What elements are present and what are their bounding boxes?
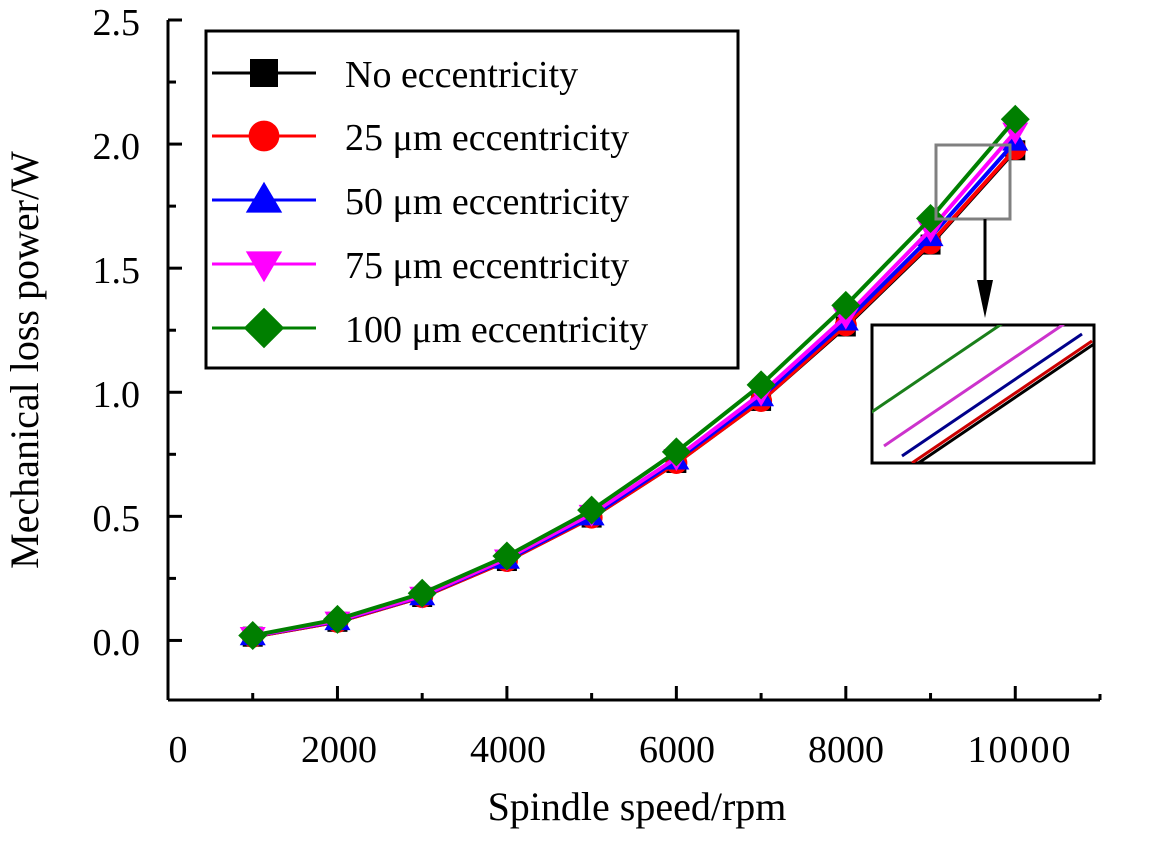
marker-triangle-up (245, 181, 283, 213)
y-tick-label: 2.5 (93, 2, 141, 44)
x-tick-label: 4000 (470, 729, 546, 771)
inset-series-line (911, 339, 1093, 463)
marker-diamond (243, 307, 285, 349)
x-tick-label: 10000 (968, 729, 1073, 771)
inset-box (870, 323, 1096, 465)
y-tick-label: 0.5 (93, 498, 141, 540)
y-tick-label: 2.0 (93, 126, 141, 168)
x-axis-label: Spindle speed/rpm (488, 784, 787, 829)
marker-diamond (831, 290, 861, 320)
marker-circle (248, 120, 280, 152)
marker-diamond (661, 437, 691, 467)
marker-diamond (492, 541, 522, 571)
x-tick-label: 0 (169, 729, 188, 771)
legend-label: 75 μm eccentricity (345, 245, 629, 287)
series-line (252, 118, 1017, 638)
y-tick-label: 1.5 (93, 250, 141, 292)
marker-diamond (916, 204, 946, 234)
zoom-inset (870, 143, 1096, 465)
marker-diamond (407, 578, 437, 608)
inset-series-line (883, 325, 1065, 448)
x-tick-labels: 0 2000 4000 6000 8000 10000 (169, 729, 1073, 771)
x-tick-label: 8000 (808, 729, 884, 771)
legend-label: 100 μm eccentricity (345, 309, 648, 351)
legend-label: 50 μm eccentricity (345, 181, 629, 223)
arrow-head (977, 280, 993, 318)
axes (166, 18, 1102, 702)
inset-series-line (915, 342, 1094, 463)
series-4 (238, 104, 1030, 650)
y-tick-label: 0.0 (93, 622, 141, 664)
inset-lines (872, 325, 1094, 463)
series-layer (238, 104, 1030, 650)
legend-label: 25 μm eccentricity (345, 117, 629, 159)
marker-diamond (238, 620, 268, 650)
x-tick-label: 2000 (301, 729, 377, 771)
legend: No eccentricity 25 μm eccentricity 50 μm… (204, 29, 740, 370)
marker-diamond (1000, 104, 1030, 134)
inset-series-line (901, 332, 1083, 458)
marker-triangle-down (245, 251, 283, 283)
y-axis-label: Mechanical loss power/W (2, 151, 47, 569)
marker-diamond (322, 604, 352, 634)
inset-series-line (872, 325, 1003, 414)
marker-diamond (746, 370, 776, 400)
legend-label: No eccentricity (345, 54, 578, 96)
y-tick-label: 1.0 (93, 374, 141, 416)
zoom-source-box (934, 143, 1012, 221)
marker-diamond (577, 495, 607, 525)
y-tick-labels: 0.0 0.5 1.0 1.5 2.0 2.5 (93, 2, 141, 664)
marker-square (250, 59, 278, 87)
x-tick-label: 6000 (639, 729, 715, 771)
